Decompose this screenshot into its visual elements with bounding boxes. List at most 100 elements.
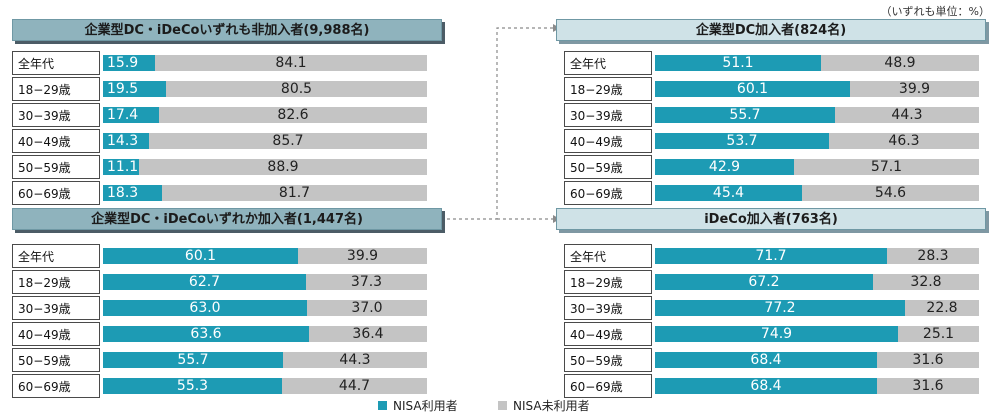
value-label-nisa-nonuser: 44.3 — [891, 107, 923, 123]
bar-segment-nisa-nonuser — [829, 133, 979, 149]
category-label: 全年代 — [564, 51, 652, 75]
category-label: 60−69歳 — [564, 374, 652, 398]
category-label: 30−39歳 — [564, 103, 652, 127]
category-label: 18−29歳 — [564, 77, 652, 101]
bar-segment-nisa-nonuser — [162, 185, 427, 201]
bar-segment-nisa-user — [655, 352, 877, 368]
category-label: 18−29歳 — [12, 270, 100, 294]
category-label: 60−69歳 — [12, 181, 100, 205]
bar-segment-nisa-user — [655, 81, 850, 97]
bar-segment-nisa-nonuser — [283, 352, 427, 368]
stacked-bar: 62.7 37.3 — [103, 274, 427, 290]
value-label-nisa-nonuser: 32.8 — [910, 274, 942, 290]
stacked-bar: 63.6 36.4 — [103, 326, 427, 342]
value-label-nisa-user: 42.9 — [708, 159, 741, 175]
category-label: 60−69歳 — [564, 181, 652, 205]
stacked-bar: 74.9 25.1 — [655, 326, 979, 342]
bar-segment-nisa-user — [103, 352, 283, 368]
bar-segment-nisa-user — [655, 55, 821, 71]
value-label-nisa-nonuser: 39.9 — [898, 81, 931, 97]
legend-label-nisa-nonuser: NISA未利用者 — [513, 399, 590, 413]
category-label: 40−49歳 — [564, 322, 652, 346]
value-label-nisa-user: 14.3 — [107, 133, 139, 149]
bar-segment-nisa-nonuser — [139, 159, 427, 175]
legend-swatch-nisa-nonuser — [498, 401, 507, 410]
bar-segment-nisa-nonuser — [877, 378, 979, 394]
category-label: 30−39歳 — [12, 296, 100, 320]
stacked-bar: 17.4 82.6 — [103, 107, 427, 123]
bar-segment-nisa-nonuser — [877, 352, 979, 368]
value-label-nisa-user: 11.1 — [107, 159, 139, 175]
stacked-bar: 14.3 85.7 — [103, 133, 427, 149]
legend-swatch-nisa-user — [378, 401, 387, 410]
bar-segment-nisa-user — [103, 248, 298, 264]
value-label-nisa-nonuser: 25.1 — [922, 326, 955, 342]
value-label-nisa-nonuser: 81.7 — [278, 185, 311, 201]
bar-segment-nisa-user — [103, 378, 282, 394]
bar-segment-nisa-user — [103, 55, 155, 71]
category-label: 18−29歳 — [564, 270, 652, 294]
bar-segment-nisa-user — [103, 133, 149, 149]
value-label-nisa-nonuser: 31.6 — [912, 352, 944, 368]
value-label-nisa-user: 51.1 — [722, 55, 754, 71]
value-label-nisa-user: 53.7 — [726, 133, 758, 149]
value-label-nisa-nonuser: 28.3 — [917, 248, 949, 264]
bar-segment-nisa-user — [655, 378, 877, 394]
bar-segment-nisa-nonuser — [282, 378, 427, 394]
value-label-nisa-nonuser: 85.7 — [272, 133, 304, 149]
bar-segment-nisa-user — [655, 248, 887, 264]
bar-segment-nisa-user — [655, 107, 835, 123]
category-label: 40−49歳 — [12, 322, 100, 346]
stacked-bar: 68.4 31.6 — [655, 378, 979, 394]
value-label-nisa-user: 63.6 — [190, 326, 222, 342]
value-label-nisa-nonuser: 54.6 — [874, 185, 907, 201]
value-label-nisa-nonuser: 80.5 — [280, 81, 313, 97]
value-label-nisa-user: 60.1 — [184, 248, 217, 264]
bar-segment-nisa-user — [103, 185, 162, 201]
legend-item-nisa-nonuser: NISA未利用者 — [498, 397, 590, 414]
bar-segment-nisa-user — [655, 274, 873, 290]
chart-title: 企業型DC加入者(824名) — [556, 19, 986, 41]
bar-segment-nisa-user — [655, 133, 829, 149]
value-label-nisa-nonuser: 44.7 — [338, 378, 371, 394]
legend-item-nisa-user: NISA利用者 — [378, 397, 458, 414]
stacked-bar: 15.9 84.1 — [103, 55, 427, 71]
bar-segment-nisa-nonuser — [850, 81, 979, 97]
value-label-nisa-user: 68.4 — [750, 352, 782, 368]
value-label-nisa-user: 62.7 — [188, 274, 221, 290]
stacked-bar: 51.1 48.9 — [655, 55, 979, 71]
value-label-nisa-user: 17.4 — [107, 107, 139, 123]
bar-segment-nisa-nonuser — [166, 81, 427, 97]
chart-title: 企業型DC・iDeCoいずれも非加入者(9,988名) — [12, 19, 442, 41]
stacked-bar: 63.0 37.0 — [103, 300, 427, 316]
category-label: 18−29歳 — [12, 77, 100, 101]
value-label-nisa-user: 55.7 — [729, 107, 761, 123]
category-label: 40−49歳 — [12, 129, 100, 153]
value-label-nisa-user: 71.7 — [755, 248, 787, 264]
stacked-bar: 53.7 46.3 — [655, 133, 979, 149]
category-label: 40−49歳 — [564, 129, 652, 153]
value-label-nisa-user: 55.3 — [176, 378, 209, 394]
bar-segment-nisa-user — [655, 300, 905, 316]
stacked-bar: 71.7 28.3 — [655, 248, 979, 264]
category-label: 全年代 — [12, 51, 100, 75]
value-label-nisa-user: 19.5 — [107, 81, 139, 97]
legend-label-nisa-user: NISA利用者 — [393, 399, 458, 413]
bar-segment-nisa-nonuser — [887, 248, 979, 264]
value-label-nisa-user: 63.0 — [189, 300, 221, 316]
value-label-nisa-nonuser: 22.8 — [926, 300, 958, 316]
value-label-nisa-user: 15.9 — [107, 55, 139, 71]
bar-segment-nisa-user — [655, 185, 802, 201]
category-label: 50−59歳 — [564, 348, 652, 372]
value-label-nisa-nonuser: 44.3 — [339, 352, 371, 368]
value-label-nisa-nonuser: 37.3 — [350, 274, 383, 290]
value-label-nisa-nonuser: 82.6 — [277, 107, 309, 123]
bar-segment-nisa-nonuser — [155, 55, 427, 71]
category-label: 30−39歳 — [564, 296, 652, 320]
bar-segment-nisa-nonuser — [307, 300, 427, 316]
stacked-bar: 55.3 44.7 — [103, 378, 427, 394]
bar-segment-nisa-user — [655, 326, 898, 342]
stacked-bar: 60.1 39.9 — [103, 248, 427, 264]
stacked-bar: 60.1 39.9 — [655, 81, 979, 97]
bar-segment-nisa-nonuser — [821, 55, 979, 71]
